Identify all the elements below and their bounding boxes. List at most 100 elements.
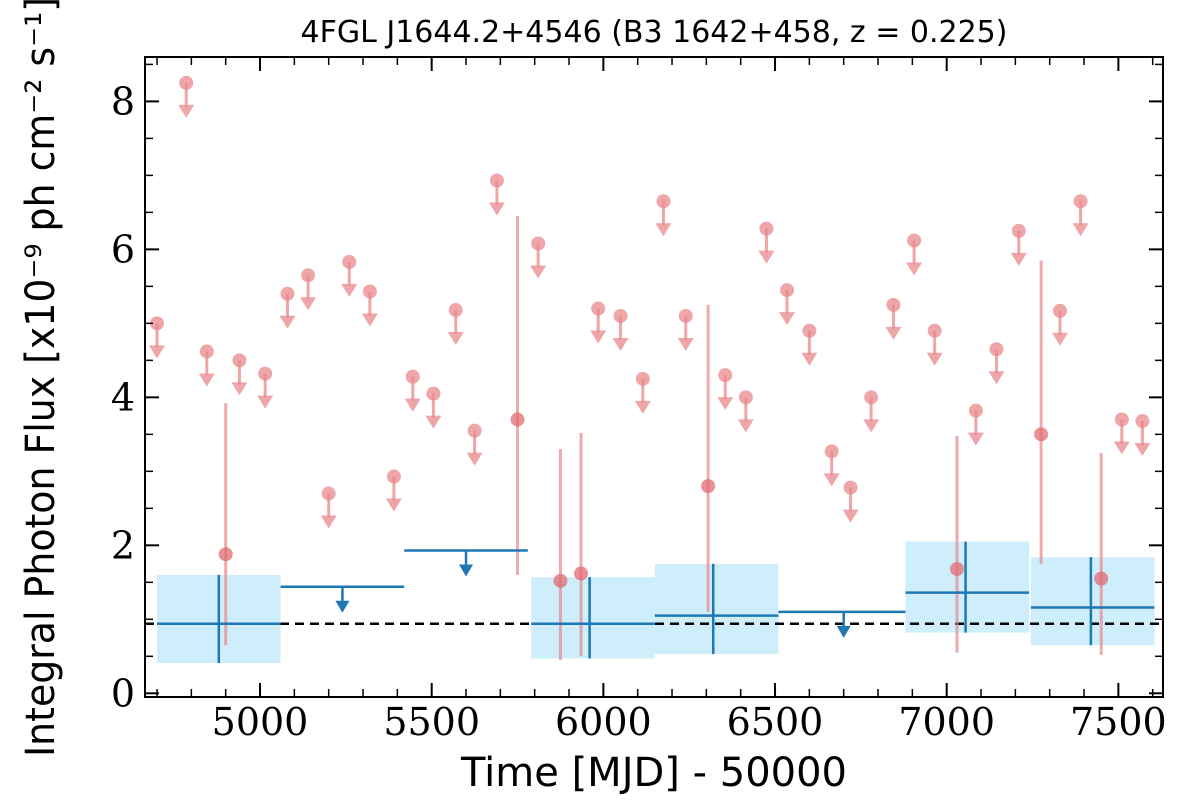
upper-limit-arrow — [466, 452, 483, 466]
upper-limit-arrow — [300, 297, 317, 311]
upper-limit-arrow — [842, 509, 859, 523]
upper-limit-point — [301, 268, 316, 283]
upper-limit-point — [968, 403, 983, 418]
upper-limit-point — [656, 194, 671, 209]
coarse-bin-series — [157, 541, 1155, 663]
upper-limit-point — [386, 469, 401, 484]
upper-limit-arrow — [425, 415, 442, 429]
upper-limit-arrow — [967, 432, 984, 446]
upper-limit-arrow — [447, 332, 464, 346]
upper-limit-point — [635, 371, 650, 386]
detection-point — [574, 566, 589, 581]
upper-limit-point — [179, 75, 194, 90]
detection-point — [1094, 571, 1109, 586]
upper-limit-arrow — [1072, 223, 1089, 237]
upper-limit-arrow — [801, 352, 818, 366]
upper-limit-point — [426, 386, 441, 401]
upper-limit-arrow — [198, 373, 215, 387]
upper-limit-arrow — [279, 315, 296, 329]
upper-limit-arrow — [1010, 252, 1027, 266]
upper-limit-arrow — [863, 419, 880, 433]
upper-limit-point — [199, 344, 214, 359]
x-tick-label: 7500 — [1070, 700, 1167, 744]
x-tick-label: 5000 — [212, 700, 309, 744]
detection-point — [553, 573, 568, 588]
upper-limit-point — [613, 308, 628, 323]
upper-limit-point — [531, 236, 546, 251]
upper-limit-arrow — [988, 371, 1005, 385]
upper-limit-arrow — [885, 326, 902, 340]
detection-point — [1034, 427, 1049, 442]
upper-limit-point — [927, 323, 942, 338]
upper-limit-point — [1011, 223, 1026, 238]
upper-limit-arrow — [320, 515, 337, 529]
y-tick-label: 8 — [111, 79, 135, 123]
axis-ticks: 5000 5500 6000 6500 7000 7500 0 2 4 6 8 — [111, 57, 1167, 744]
upper-limit-arrow — [257, 395, 274, 409]
x-axis-label: Time [MJD] - 50000 — [460, 750, 847, 796]
upper-limit-point — [258, 366, 273, 381]
upper-limit-point — [843, 480, 858, 495]
fine-bin-series — [149, 75, 1151, 661]
upper-limit-arrow — [906, 262, 923, 276]
upper-limit-arrow — [385, 498, 402, 512]
upper-limit-point — [489, 173, 504, 188]
coarse-upper-limit-arrow — [335, 600, 350, 613]
plot-frame — [144, 56, 1164, 698]
upper-limit-point — [678, 308, 693, 323]
upper-limit-arrow — [404, 398, 421, 412]
detection-point — [218, 547, 233, 562]
upper-limit-point — [907, 233, 922, 248]
upper-limit-arrow — [231, 382, 248, 396]
upper-limit-arrow — [926, 352, 943, 366]
upper-limit-point — [362, 284, 377, 299]
coarse-band — [654, 563, 779, 655]
detection-point — [701, 479, 716, 494]
y-tick-label: 4 — [111, 375, 135, 419]
coarse-upper-limit-arrow — [836, 625, 851, 638]
upper-limit-point — [780, 283, 795, 298]
upper-limit-point — [1073, 194, 1088, 209]
chart-title: 4FGL J1644.2+4546 (B3 1642+458, z = 0.22… — [301, 15, 1008, 50]
upper-limit-point — [232, 353, 247, 368]
upper-limit-point — [342, 254, 357, 269]
x-tick-label: 5500 — [383, 700, 480, 744]
upper-limit-point — [1052, 303, 1067, 318]
upper-limit-point — [467, 423, 482, 438]
coarse-band — [1030, 557, 1155, 646]
upper-limit-arrow — [149, 345, 166, 359]
upper-limit-arrow — [1113, 441, 1130, 455]
upper-limit-point — [280, 286, 295, 301]
y-tick-label: 6 — [111, 227, 135, 271]
y-tick-label: 0 — [111, 671, 135, 715]
upper-limit-arrow — [612, 337, 629, 351]
upper-limit-arrow — [178, 104, 195, 118]
detection-point — [949, 562, 964, 576]
upper-limit-point — [321, 486, 336, 501]
upper-limit-point — [448, 303, 463, 318]
y-axis-label: Integral Photon Flux [x10⁻⁹ ph cm⁻² s⁻¹] — [18, 0, 64, 757]
upper-limit-arrow — [488, 202, 505, 216]
coarse-band — [905, 541, 1030, 633]
x-tick-label: 6500 — [727, 700, 824, 744]
upper-limit-arrow — [823, 473, 840, 487]
upper-limit-arrow — [1051, 332, 1068, 346]
upper-limit-point — [718, 368, 733, 383]
upper-limit-arrow — [655, 223, 672, 237]
upper-limit-point — [591, 301, 606, 316]
upper-limit-point — [1114, 412, 1129, 427]
coarse-upper-limit-arrow — [459, 564, 474, 577]
upper-limit-arrow — [1134, 443, 1151, 457]
upper-limit-point — [405, 369, 420, 384]
upper-limit-arrow — [677, 337, 694, 351]
upper-limit-arrow — [361, 313, 378, 327]
x-tick-label: 6000 — [555, 700, 652, 744]
upper-limit-point — [759, 221, 774, 236]
upper-limit-point — [150, 316, 165, 331]
coarse-uncertainty-bands — [157, 541, 1155, 663]
upper-limit-arrow — [758, 250, 775, 264]
upper-limit-arrow — [634, 400, 651, 414]
upper-limit-arrow — [341, 283, 358, 297]
x-tick-label: 7000 — [898, 700, 995, 744]
